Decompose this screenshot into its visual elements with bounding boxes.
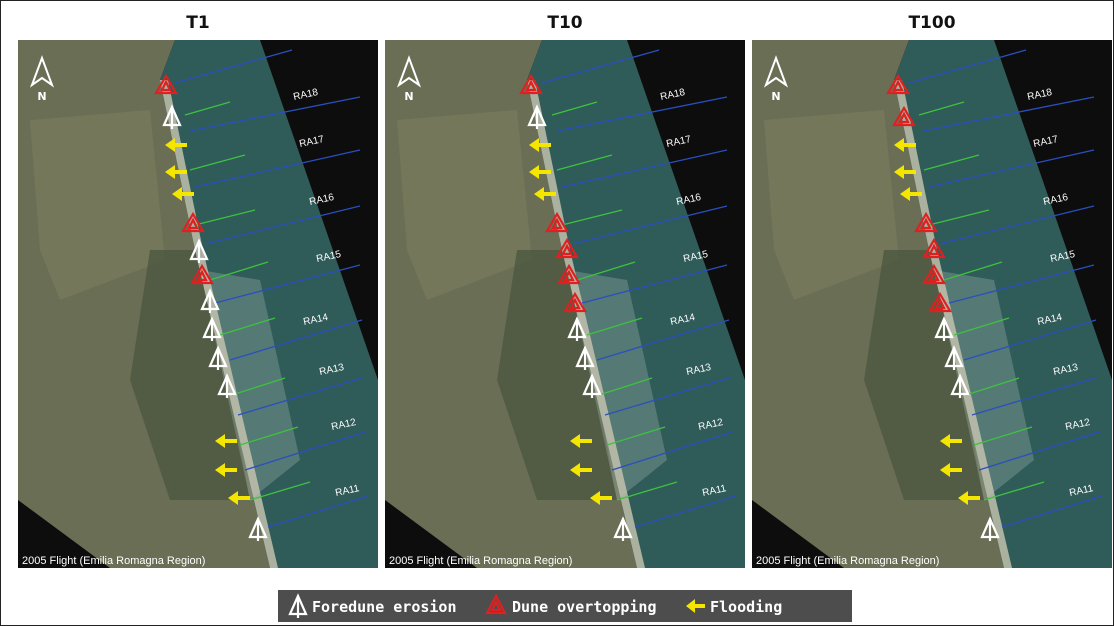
credit: 2005 Flight (Emilia Romagna Region) [756, 555, 939, 567]
panels: T1RA18RA17RA16RA15RA14RA13RA12RA11N2005 … [18, 13, 1112, 568]
panel: T1RA18RA17RA16RA15RA14RA13RA12RA11N2005 … [18, 13, 378, 568]
figure: T1RA18RA17RA16RA15RA14RA13RA12RA11N2005 … [0, 0, 1114, 626]
panel-title: T100 [908, 13, 955, 33]
legend-label: Dune overtopping [512, 598, 657, 616]
north-label: N [771, 90, 780, 103]
credit: 2005 Flight (Emilia Romagna Region) [22, 555, 205, 567]
panel: T10RA18RA17RA16RA15RA14RA13RA12RA11N2005… [385, 13, 745, 568]
panel-title: T10 [547, 13, 582, 33]
legend-label: Flooding [710, 598, 782, 616]
panel-title: T1 [186, 13, 209, 33]
legend: Foredune erosion Dune overtopping Floodi… [278, 590, 852, 622]
north-label: N [404, 90, 413, 103]
credit: 2005 Flight (Emilia Romagna Region) [389, 555, 572, 567]
panel: T100RA18RA17RA16RA15RA14RA13RA12RA11N200… [752, 13, 1112, 568]
north-label: N [37, 90, 46, 103]
legend-label: Foredune erosion [312, 598, 457, 616]
